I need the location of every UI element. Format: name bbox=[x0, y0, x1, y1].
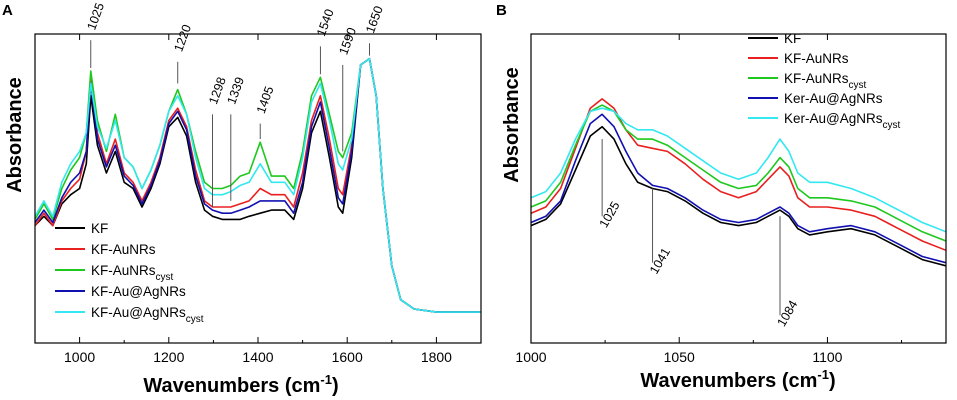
panel-a-x-tick-label: 1000 bbox=[64, 349, 95, 365]
x-axis-title-close: ) bbox=[332, 375, 339, 397]
panel-b-annotation-label: 1084 bbox=[774, 298, 800, 329]
panel-b-legend-label: KF bbox=[784, 31, 801, 46]
panel-letter-b: B bbox=[496, 2, 507, 19]
panel-a-annotation-label: 1650 bbox=[363, 4, 386, 35]
panel-a-annotation-label: 1405 bbox=[254, 84, 277, 115]
x-axis-title-main: Wavenumbers (cm bbox=[143, 375, 320, 397]
x-axis-title-superscript: -1 bbox=[320, 372, 332, 387]
panel-b-legend-label: Ker-Au@AgNRs bbox=[784, 91, 883, 106]
panel-a-annotation-label: 1590 bbox=[336, 26, 359, 57]
panel-a-legend-label: KF-Au@AgNRs bbox=[91, 284, 186, 299]
panel-a-legend-label: KF-AuNRscyst bbox=[91, 263, 174, 283]
panel-b-legend-label: Ker-Au@AgNRscyst bbox=[784, 111, 900, 131]
panel-b-series-line-au@agnrs-cyst bbox=[531, 107, 946, 233]
panel-b-x-tick-label: 1000 bbox=[515, 349, 546, 365]
panel-b-x-tick-label: 1100 bbox=[812, 349, 842, 365]
panel-a-x-tick-label: 1200 bbox=[153, 349, 184, 365]
panel-b-y-axis-title: Absorbance bbox=[501, 67, 523, 183]
panel-a-x-tick-label: 1600 bbox=[332, 349, 363, 365]
panel-b-x-tick-label: 1050 bbox=[664, 349, 695, 365]
panel-a-annotation-label: 1025 bbox=[84, 1, 107, 32]
panel-b-chart: 1000 1050 1100 1025 1041 1084 KF KF-AuNRs KF-AuN… bbox=[515, 31, 947, 365]
panel-a-annotation-label: 1220 bbox=[171, 23, 194, 54]
panel-b-annotation-label: 1025 bbox=[597, 199, 623, 230]
x-axis-title-close: ) bbox=[829, 370, 836, 392]
panel-a-x-tick-label: 1400 bbox=[242, 349, 273, 365]
x-axis-title-superscript: -1 bbox=[817, 367, 829, 382]
panel-b-legend-label: KF-AuNRs bbox=[784, 51, 849, 66]
x-axis-title-main: Wavenumbers (cm bbox=[640, 370, 817, 392]
panel-letter-a: A bbox=[2, 2, 13, 19]
panel-b-series-line-kf bbox=[531, 125, 946, 267]
panel-b-annotation-label: 1041 bbox=[647, 245, 673, 276]
panel-a-x-axis-title: Wavenumbers (cm-1) bbox=[143, 372, 338, 397]
panel-a-x-tick-label: 1800 bbox=[421, 349, 452, 365]
panel-b-series-line-au@agnrs bbox=[531, 113, 946, 264]
panel-a-legend-label: KF bbox=[91, 221, 108, 236]
panel-b-series-line-kf-aunrs bbox=[531, 98, 946, 252]
panel-b-series-group bbox=[531, 98, 946, 267]
panel-b-legend-label: KF-AuNRscyst bbox=[784, 71, 867, 91]
panel-b-series-line-kf-aunrs-cyst bbox=[531, 104, 946, 242]
panel-a-y-axis-title: Absorbance bbox=[4, 77, 26, 193]
panel-a-legend-label: KF-Au@AgNRscyst bbox=[91, 305, 204, 325]
panel-b-x-axis-title: Wavenumbers (cm-1) bbox=[640, 367, 835, 392]
panel-a-legend-label: KF-AuNRs bbox=[91, 242, 156, 257]
panel-b-plot-frame bbox=[530, 33, 947, 344]
